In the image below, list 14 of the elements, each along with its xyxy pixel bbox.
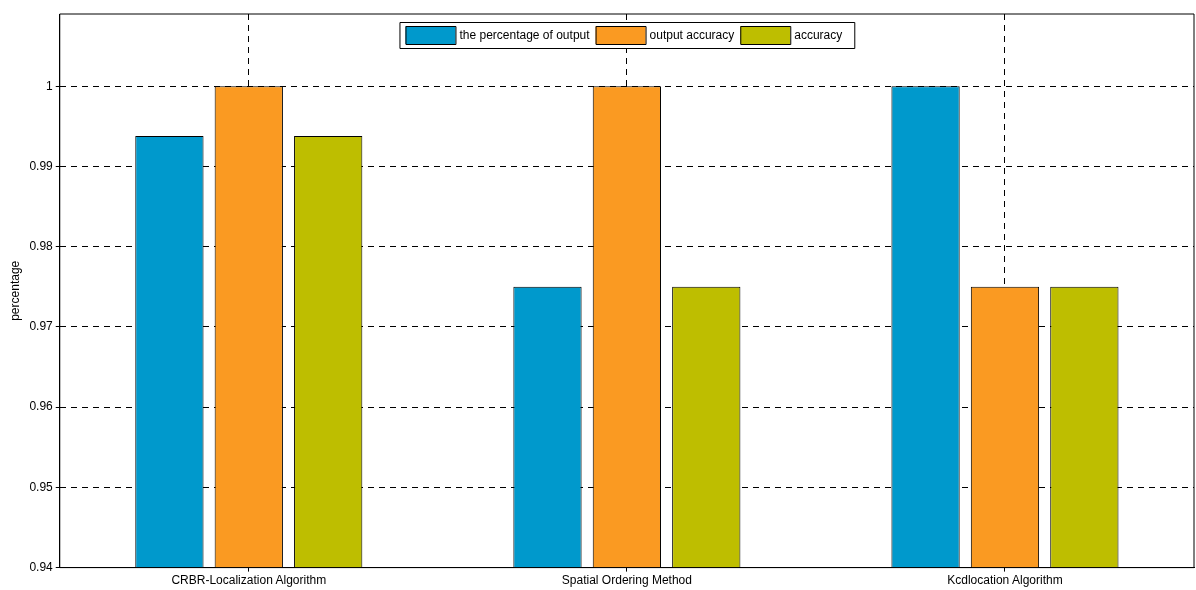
y-tick-label: 0.96 (29, 399, 54, 414)
legend-label: the percentage of output (459, 28, 591, 43)
y-tick-label: 0.99 (29, 158, 54, 173)
x-tick-label: Spatial Ordering Method (561, 573, 692, 588)
legend-label: output accuracy (649, 28, 735, 43)
y-tick-label: 1 (46, 78, 54, 93)
y-axis-title: percentage (7, 260, 22, 321)
y-tick-label: 0.97 (29, 319, 54, 334)
x-tick-label: Kcdlocation Algorithm (947, 573, 1063, 588)
y-tick-label: 0.95 (29, 479, 54, 494)
y-tick-label: 0.94 (29, 559, 54, 574)
legend-label: accuracy (794, 28, 843, 43)
x-tick-label: CRBR-Localization Algorithm (171, 573, 327, 588)
y-tick-label: 0.98 (29, 238, 54, 253)
